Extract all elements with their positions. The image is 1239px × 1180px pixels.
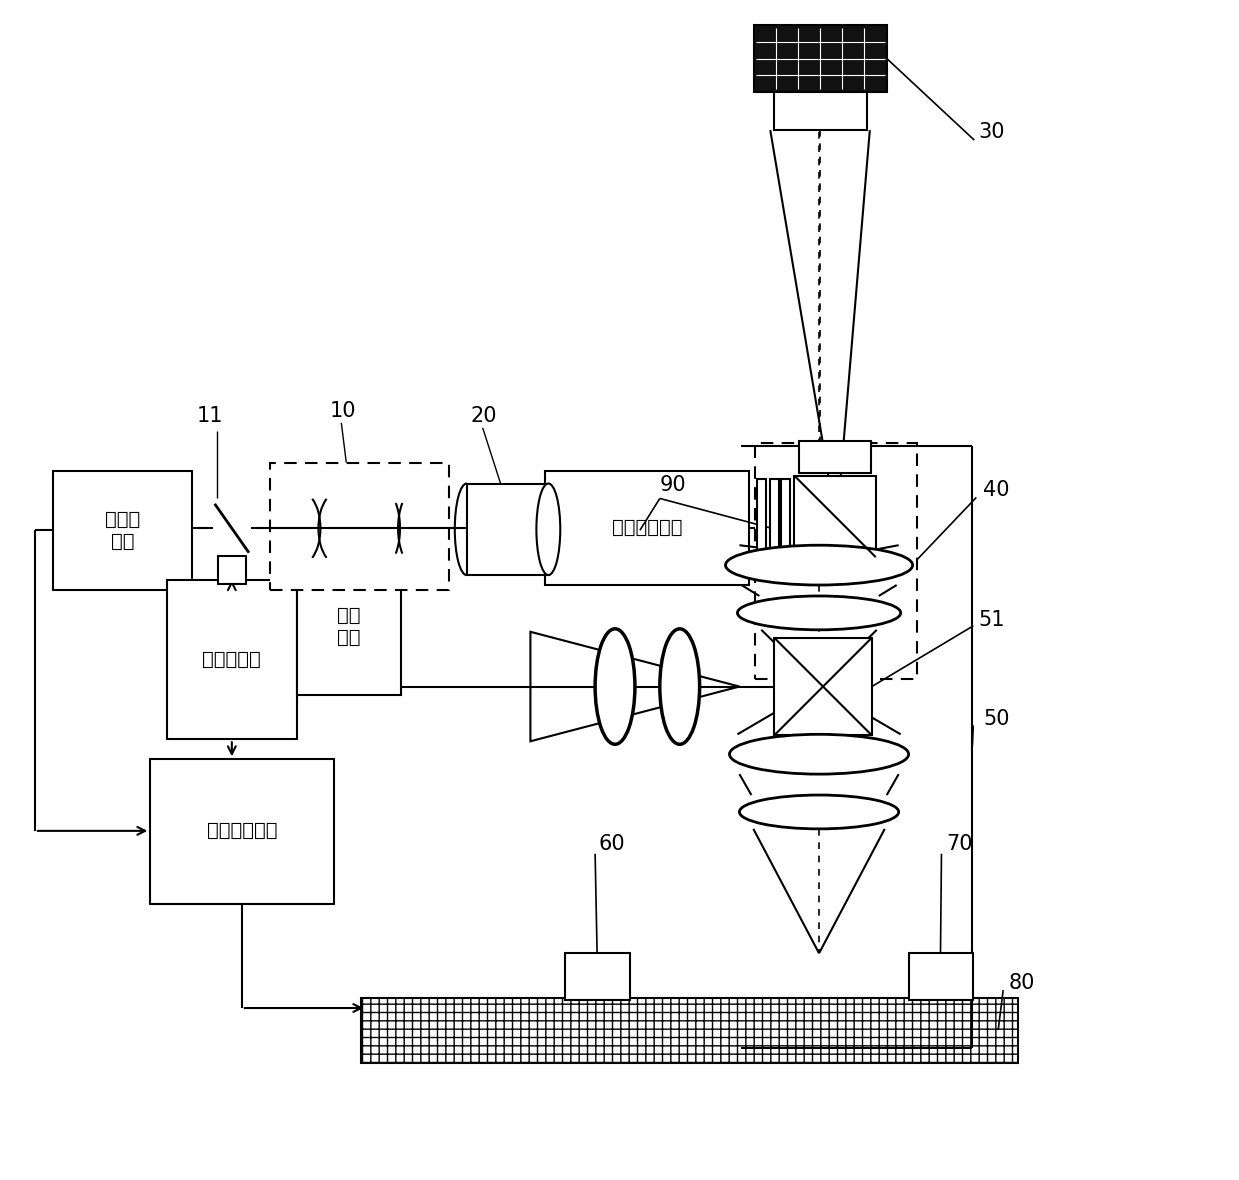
Bar <box>774 637 872 735</box>
Ellipse shape <box>740 795 898 828</box>
Text: 51: 51 <box>979 610 1005 630</box>
Text: 70: 70 <box>947 834 973 854</box>
Bar <box>794 476 876 557</box>
Bar <box>755 25 887 92</box>
Bar <box>565 953 629 1001</box>
Bar <box>296 560 401 695</box>
Ellipse shape <box>737 596 901 630</box>
Text: 60: 60 <box>598 834 624 854</box>
Text: 感光
元件: 感光 元件 <box>337 607 361 648</box>
Bar <box>167 581 296 740</box>
Text: 80: 80 <box>1009 974 1035 994</box>
Text: 90: 90 <box>660 476 686 496</box>
Text: 40: 40 <box>984 480 1010 500</box>
Text: 10: 10 <box>330 401 356 421</box>
Text: 匀光照明单元: 匀光照明单元 <box>612 518 683 537</box>
Bar <box>362 998 1018 1063</box>
Bar <box>756 442 917 678</box>
Bar <box>270 463 449 590</box>
Ellipse shape <box>595 629 634 745</box>
Bar <box>150 759 335 904</box>
Ellipse shape <box>536 484 560 575</box>
Ellipse shape <box>730 734 908 774</box>
Bar <box>782 479 790 555</box>
Bar <box>467 484 549 575</box>
Text: 探测激光器: 探测激光器 <box>202 650 261 669</box>
Bar <box>545 471 750 585</box>
Ellipse shape <box>726 545 913 585</box>
Text: 11: 11 <box>197 406 223 426</box>
Bar <box>218 556 245 584</box>
Bar <box>757 479 766 555</box>
Text: 30: 30 <box>979 123 1005 142</box>
Bar <box>771 479 779 555</box>
Bar <box>53 471 192 590</box>
Bar <box>774 92 867 130</box>
Text: 曝光激
光器: 曝光激 光器 <box>105 510 140 551</box>
Text: 20: 20 <box>471 406 497 426</box>
Bar <box>799 440 871 472</box>
Text: 50: 50 <box>984 709 1010 729</box>
Ellipse shape <box>660 629 700 745</box>
Bar <box>908 953 974 1001</box>
Text: 同步控制单元: 同步控制单元 <box>207 821 278 840</box>
